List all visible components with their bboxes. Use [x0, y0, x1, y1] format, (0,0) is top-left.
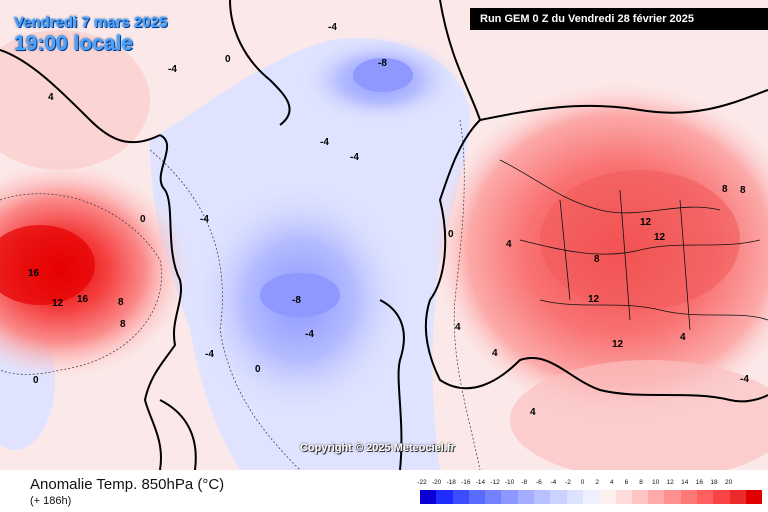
legend-tick-label: -2 — [565, 479, 571, 486]
legend-tick-label: -10 — [504, 479, 515, 486]
legend-tick-label: 8 — [639, 479, 643, 486]
legend-tick-label: 2 — [595, 479, 599, 486]
legend-color-cell — [664, 490, 681, 504]
contour-label: 8 — [118, 297, 124, 308]
parameter-title: Anomalie Temp. 850hPa (°C) — [30, 476, 225, 493]
legend-tick-label: -18 — [446, 479, 456, 486]
legend-color-cell — [534, 490, 551, 504]
legend-tick-label: -4 — [550, 479, 557, 486]
legend-color-cell — [517, 490, 535, 504]
contour-label: -4 — [328, 22, 337, 33]
forecast-date: Vendredi 7 mars 2025 — [14, 14, 168, 31]
contour-label: 0 — [255, 364, 261, 375]
legend-tick-label: -20 — [431, 479, 442, 486]
legend-color-cell — [729, 490, 746, 504]
legend-tick-label: -22 — [417, 479, 427, 486]
contour-label: 4 — [530, 407, 536, 418]
legend-color-cell — [680, 490, 698, 504]
contour-label: 4 — [455, 322, 461, 333]
contour-label: 4 — [48, 92, 54, 103]
legend-color-cell — [550, 490, 567, 504]
contour-lines — [0, 119, 481, 470]
contour-label: 0 — [33, 375, 39, 386]
contour-label: -8 — [292, 295, 301, 306]
legend-color-cell — [582, 490, 600, 504]
coastlines — [0, 0, 768, 470]
lead-time: (+ 186h) — [30, 495, 72, 507]
contour-label: -4 — [305, 329, 314, 340]
contour-label: 0 — [448, 229, 454, 240]
contour-label-group: -4 -8 -4 -4 -4 -8 -4 -4 -4 0 0 0 0 0 4 4… — [28, 22, 749, 418]
warm-anomaly-west — [0, 160, 190, 380]
contour-label: 12 — [588, 294, 600, 305]
contour-label: 12 — [52, 298, 64, 309]
run-info: Run GEM 0 Z du Vendredi 28 février 2025 — [470, 8, 768, 30]
borders — [499, 159, 768, 331]
contour-label: 0 — [225, 54, 231, 65]
contour-label: 16 — [28, 268, 40, 279]
legend-color-cell — [420, 490, 437, 504]
legend-color-cell — [599, 490, 616, 504]
legend-color-cell — [713, 490, 730, 504]
legend-tick-label: -14 — [475, 479, 486, 486]
contour-label: 8 — [722, 184, 728, 195]
contour-label: 12 — [612, 339, 624, 350]
contour-label: 16 — [77, 294, 89, 305]
cold-minus8-atlantic — [260, 273, 340, 317]
contour-label: 8 — [120, 319, 126, 330]
legend-color-cell — [566, 490, 583, 504]
legend-tick-label: 20 — [724, 479, 733, 486]
contour-label: 8 — [740, 185, 746, 196]
contour-label: -8 — [378, 58, 387, 69]
contour-label: -4 — [320, 137, 329, 148]
legend-tick-label: 0 — [580, 479, 585, 486]
contour-label: 12 — [654, 232, 666, 243]
legend-color-cell — [468, 490, 486, 504]
contour-label: -4 — [205, 349, 214, 360]
copyright-text: Copyright © 2025 Meteociel.fr — [300, 442, 455, 454]
legend-color-cell — [631, 490, 649, 504]
legend-tick-label: 4 — [609, 479, 614, 486]
color-scale-legend — [420, 490, 763, 504]
legend-color-cell — [697, 490, 714, 504]
contour-label: -4 — [740, 374, 749, 385]
legend-color-cell — [745, 490, 763, 504]
contour-label: 12 — [640, 217, 652, 228]
legend-color-cell — [648, 490, 665, 504]
legend-tick-label: -12 — [490, 479, 500, 486]
contour-label: 4 — [492, 348, 498, 359]
contour-label: 8 — [594, 254, 600, 265]
contour-label: 0 — [140, 214, 146, 225]
legend-tick-label: 10 — [651, 479, 660, 486]
contour-label: 4 — [506, 239, 512, 250]
legend-color-cell — [615, 490, 632, 504]
legend-tick-label: -16 — [461, 479, 471, 486]
cold-minus8-north — [353, 58, 413, 92]
legend-color-cell — [501, 490, 518, 504]
contour-label: -4 — [350, 152, 359, 163]
contour-label: 4 — [680, 332, 686, 343]
legend-color-cell — [436, 490, 453, 504]
contour-label: -4 — [200, 214, 209, 225]
legend-tick-label: 12 — [666, 479, 674, 486]
legend-color-cell — [452, 490, 469, 504]
legend-color-cell — [485, 490, 502, 504]
temperature-anomaly-map: -4 -8 -4 -4 -4 -8 -4 -4 -4 0 0 0 0 0 4 4… — [0, 0, 768, 470]
legend-tick-label: 18 — [710, 479, 718, 486]
forecast-time: 19:00 locale — [14, 32, 134, 55]
legend-tick-label: 16 — [695, 479, 703, 486]
legend-tick-label: -8 — [521, 479, 528, 486]
legend-tick-label: 14 — [681, 479, 689, 486]
contour-label: -4 — [168, 64, 177, 75]
legend-tick-label: 6 — [624, 479, 629, 486]
legend-tick-label: -6 — [535, 479, 542, 486]
